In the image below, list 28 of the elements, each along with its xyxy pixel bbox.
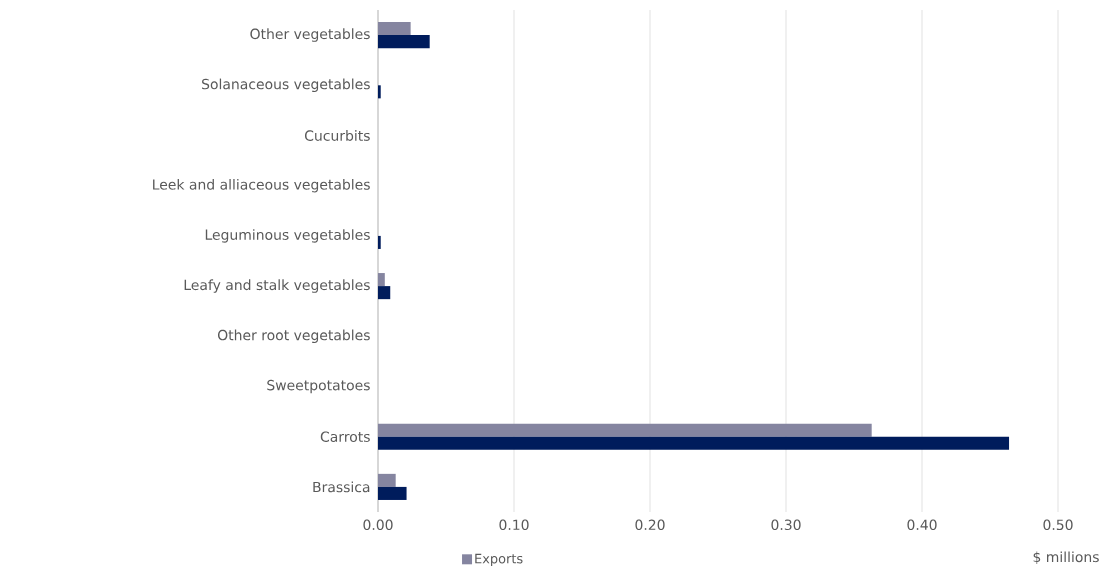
- x-tick-label: 0.20: [635, 519, 665, 531]
- x-axis-title: $ millions: [1033, 551, 1099, 565]
- bar: [378, 273, 385, 287]
- legend-label: Exports: [475, 553, 523, 566]
- bar: [378, 423, 872, 437]
- y-tick-label: Sweetpotatoes: [267, 379, 370, 394]
- bar: [378, 436, 1010, 450]
- y-tick-label: Cucurbits: [304, 130, 370, 141]
- bar: [378, 85, 381, 99]
- x-tick-label: 0.40: [907, 519, 937, 531]
- bar: [378, 35, 430, 49]
- bar: [378, 486, 407, 500]
- y-tick-label: Leek and alliaceous vegetables: [153, 178, 370, 193]
- x-tick-label: 0.00: [363, 519, 393, 531]
- x-tick-label: 0.50: [1043, 519, 1073, 531]
- x-tick-label: 0.10: [499, 519, 529, 531]
- bar: [378, 235, 381, 249]
- bar: [378, 286, 391, 300]
- y-tick-label: Brassica: [313, 481, 370, 493]
- bar: [378, 473, 396, 487]
- y-tick-label: Other vegetables: [250, 28, 370, 42]
- y-tick-label: Leguminous vegetables: [205, 229, 370, 243]
- y-tick-label: Leafy and stalk vegetables: [184, 279, 370, 293]
- y-tick-label: Solanaceous vegetables: [202, 78, 370, 93]
- bar: [378, 22, 411, 36]
- x-tick-label: 0.30: [771, 519, 801, 531]
- y-tick-label: Carrots: [320, 431, 370, 442]
- y-tick-label: Other root vegetables: [217, 329, 370, 344]
